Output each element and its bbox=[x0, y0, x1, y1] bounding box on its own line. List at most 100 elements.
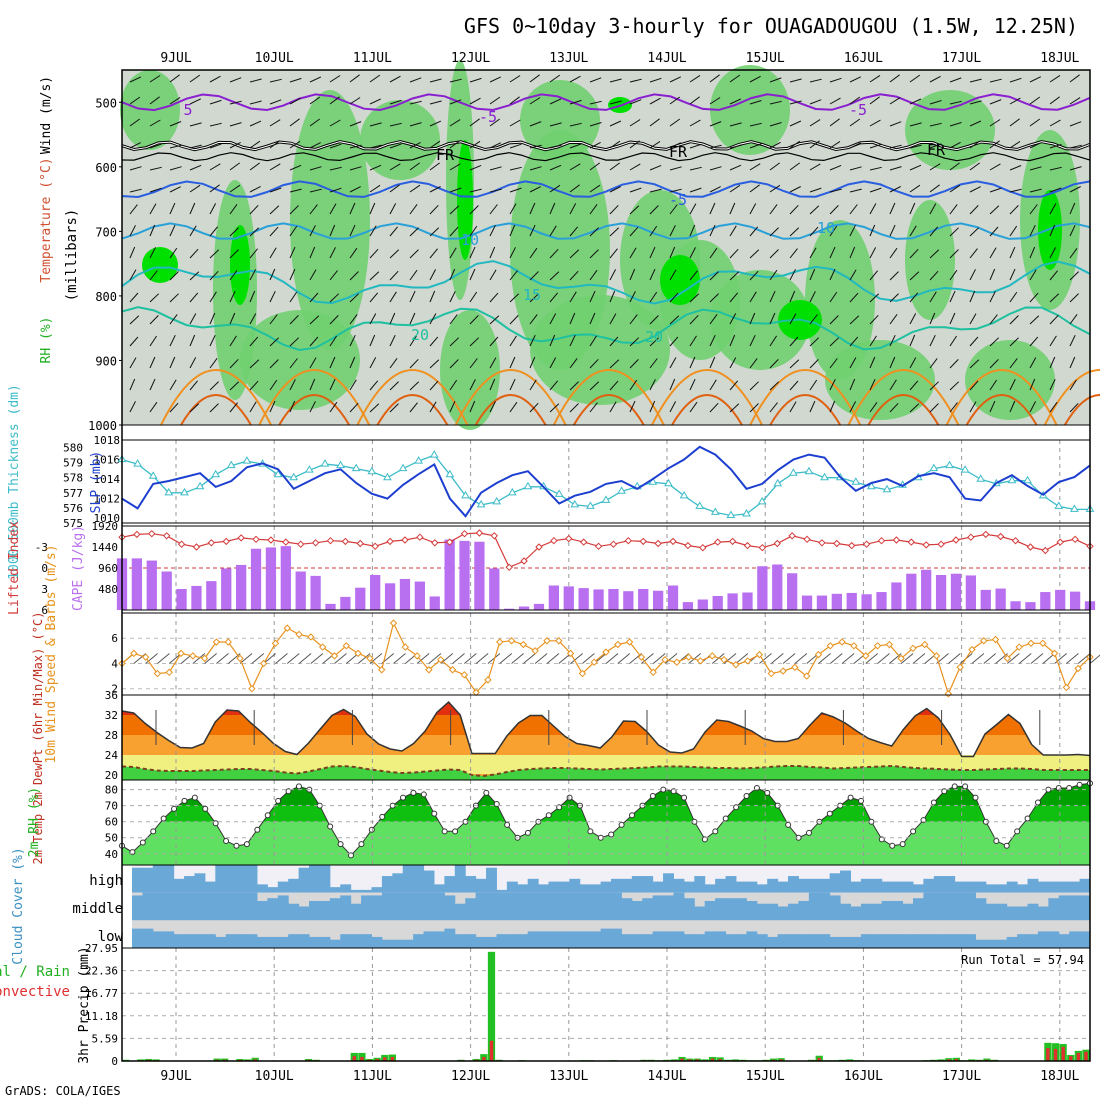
thickness-marker bbox=[524, 483, 531, 489]
xsec-ytick-label: 800 bbox=[95, 290, 117, 304]
cape-bar bbox=[251, 549, 261, 610]
rh-marker bbox=[182, 798, 187, 803]
cape-bar bbox=[191, 586, 201, 610]
rh-marker bbox=[973, 795, 978, 800]
lifted-index-marker bbox=[193, 544, 199, 550]
cape-bar bbox=[400, 579, 410, 610]
wind-barb bbox=[287, 653, 299, 663]
cloud-cover-cell bbox=[194, 893, 205, 921]
cape-bar bbox=[1010, 601, 1020, 610]
cloud-cover-cell bbox=[663, 931, 674, 948]
bottom-date-label: 11JUL bbox=[353, 1069, 392, 1084]
cloud-cover-cell bbox=[403, 940, 414, 948]
thickness-tick-label: 580 bbox=[63, 442, 83, 455]
cloud-cover-cell bbox=[986, 884, 997, 892]
cloud-cover-cell bbox=[767, 937, 778, 948]
rh-ylabel: 2m RH (%) bbox=[27, 787, 42, 857]
cloud-cover-cell bbox=[871, 934, 882, 948]
rh-tick-label: 60 bbox=[105, 816, 118, 829]
thickness-marker bbox=[197, 483, 204, 489]
lifted-index-marker bbox=[923, 542, 929, 548]
cape-bar bbox=[415, 582, 425, 610]
wind-speed-marker bbox=[839, 639, 845, 645]
cape-bar bbox=[444, 540, 454, 610]
cloud-cover-cell bbox=[944, 893, 955, 921]
cloud-cover-cell bbox=[580, 884, 591, 892]
cloud-cover-cell bbox=[1080, 879, 1091, 893]
cloud-cover-cell bbox=[403, 865, 414, 893]
cape-tick-label: 480 bbox=[98, 583, 118, 596]
cloud-cover-cell bbox=[694, 907, 705, 921]
cloud-cover-cell bbox=[653, 882, 664, 893]
lifted-index-marker bbox=[834, 541, 840, 547]
cloud-cover-cell bbox=[434, 931, 445, 948]
rh-marker bbox=[317, 803, 322, 808]
cloud-cover-cell bbox=[1028, 904, 1039, 921]
wind-speed-marker bbox=[615, 642, 621, 648]
thickness-marker bbox=[321, 460, 328, 466]
cape-bar bbox=[1025, 602, 1035, 610]
cloud-cover-cell bbox=[934, 934, 945, 948]
thickness-tick-label: 576 bbox=[63, 502, 83, 515]
xsec-saturated-area bbox=[660, 255, 700, 305]
cloud-cover-cell bbox=[236, 865, 247, 893]
precip-legend-total: Total / Rain bbox=[0, 964, 70, 980]
cloud-cover-cell bbox=[684, 898, 695, 920]
cloud-cover-cell bbox=[372, 937, 383, 948]
lifted-index-marker bbox=[372, 543, 378, 549]
cloud-cover-cell bbox=[424, 871, 435, 893]
cape-bar bbox=[206, 581, 216, 610]
thickness-marker bbox=[337, 462, 344, 468]
cloud-cover-cell bbox=[1069, 895, 1080, 920]
cloud-cover-cell bbox=[444, 876, 455, 893]
cloud-cover-cell bbox=[1007, 907, 1018, 921]
cape-bar bbox=[861, 594, 871, 610]
cloud-cover-cell bbox=[528, 893, 539, 921]
xsec-ylabel-units: (millibars) bbox=[64, 209, 80, 302]
rh-marker bbox=[1025, 816, 1030, 821]
cloud-cover-cell bbox=[705, 901, 716, 920]
lifted-index-marker bbox=[298, 541, 304, 547]
cloud-cover-cell bbox=[621, 879, 632, 893]
wind-speed-marker bbox=[520, 642, 526, 648]
wind-barb bbox=[948, 653, 960, 663]
thickness-marker bbox=[150, 472, 157, 478]
cloud-cover-cell bbox=[184, 876, 195, 893]
cloud-cover-cell bbox=[580, 931, 591, 948]
cape-bar bbox=[921, 570, 931, 610]
rh-marker bbox=[900, 842, 905, 847]
lifted-index-marker bbox=[1042, 548, 1048, 554]
top-date-label: 10JUL bbox=[255, 51, 294, 66]
cloud-cover-cell bbox=[830, 873, 841, 892]
wind-barb bbox=[783, 653, 795, 663]
wind-barb bbox=[771, 653, 783, 663]
cape-bar bbox=[549, 586, 559, 611]
temp-tick-label: 36 bbox=[105, 689, 118, 702]
cloud-cover-cell bbox=[1059, 934, 1070, 948]
cloud-cover-cell bbox=[851, 937, 862, 948]
cape-bar bbox=[1055, 590, 1065, 610]
rh-marker bbox=[338, 842, 343, 847]
wind-speed-marker bbox=[1063, 684, 1069, 690]
cloud-cover-cell bbox=[715, 931, 726, 948]
rh-marker bbox=[442, 829, 447, 834]
cloud-cover-cell bbox=[496, 893, 507, 921]
rh-marker bbox=[963, 784, 968, 789]
cloud-cover-cell bbox=[351, 904, 362, 921]
cloud-cover-cell bbox=[247, 865, 258, 893]
cloud-cover-cell bbox=[746, 901, 757, 920]
bottom-date-label: 12JUL bbox=[451, 1069, 490, 1084]
cloud-cover-cell bbox=[413, 934, 424, 948]
rh-marker bbox=[713, 829, 718, 834]
cloud-cover-cell bbox=[830, 937, 841, 948]
cloud-cover-cell bbox=[726, 934, 737, 948]
cloud-cover-cell bbox=[830, 895, 841, 920]
rh-marker bbox=[1004, 843, 1009, 848]
rh-marker bbox=[546, 813, 551, 818]
cape-bar bbox=[817, 596, 827, 610]
cloud-cover-cell bbox=[819, 893, 830, 921]
xsec-contour-label: -5 bbox=[479, 108, 497, 126]
cloud-cover-cell bbox=[673, 893, 684, 921]
wind-speed-marker bbox=[709, 653, 715, 659]
cape-bar bbox=[936, 575, 946, 610]
